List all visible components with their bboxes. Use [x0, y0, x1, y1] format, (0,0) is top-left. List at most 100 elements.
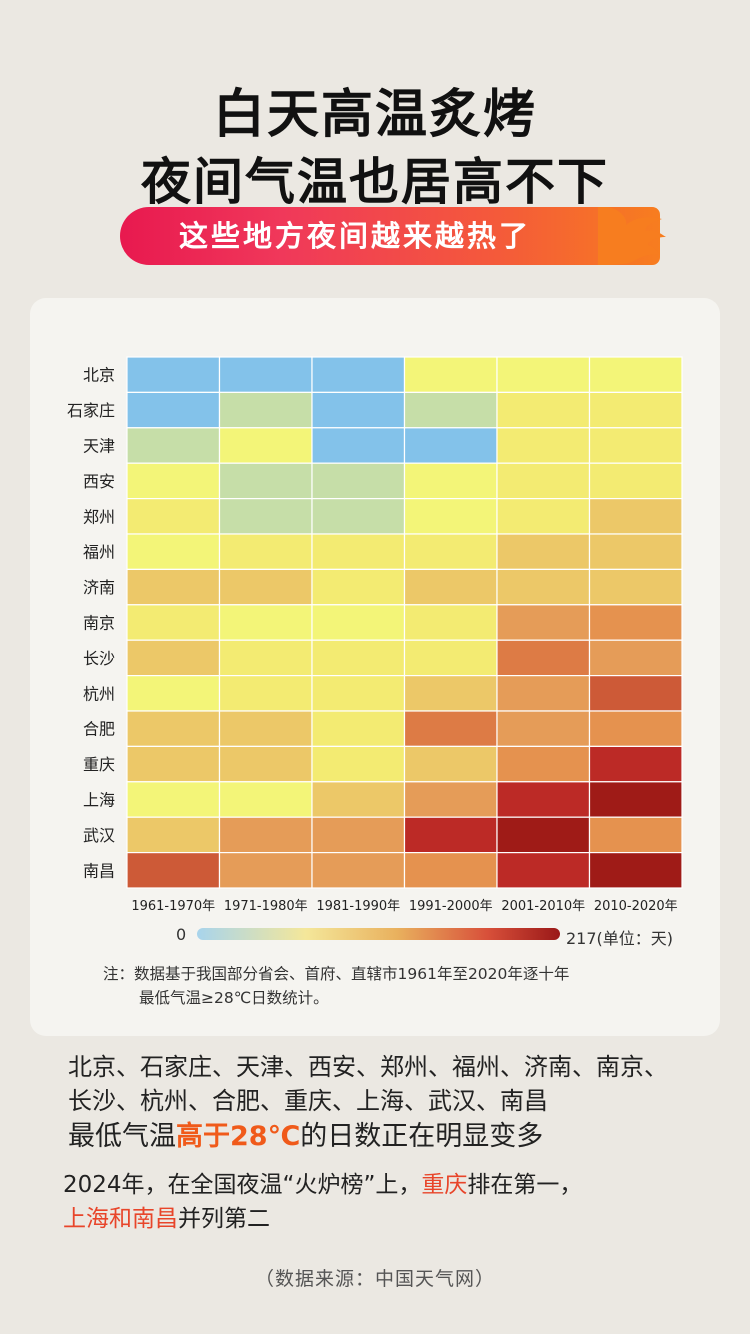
heatmap-cell [403, 604, 498, 641]
ranking-first-city: 重庆 [421, 1172, 468, 1198]
heatmap-cell [311, 356, 406, 394]
legend-min-label: 0 [176, 925, 187, 944]
heatmap-cell [588, 781, 683, 818]
heatmap-cell [218, 427, 313, 464]
main-title-line2: 夜间气温也居高不下 [141, 153, 609, 211]
column-label: 2010-2020年 [594, 899, 678, 914]
heatmap-cell [403, 816, 498, 854]
row-label: 合肥 [83, 720, 115, 739]
heatmap-cell [218, 639, 313, 677]
legend-color-bar [197, 928, 560, 940]
ranking-second-cities: 上海和南昌 [63, 1206, 178, 1232]
heatmap-cell [496, 498, 591, 535]
heatmap-cell [218, 462, 313, 500]
heatmap-cell [218, 604, 313, 641]
heatmap-cell [311, 533, 406, 571]
heatmap-cell [588, 604, 683, 641]
heatmap-cell [403, 851, 498, 889]
heatmap-cell [311, 391, 406, 429]
heatmap-cell [126, 427, 221, 464]
column-label: 1961-1970年 [131, 899, 215, 914]
heatmap-cell [403, 639, 498, 677]
heatmap-cell [403, 356, 498, 394]
chart-note: 注：数据基于我国部分省会、首府、直辖市1961年至2020年逐十年 最低气温≥2… [103, 962, 569, 1010]
heatmap-cell [588, 391, 683, 429]
heatmap-cell [403, 710, 498, 748]
main-title-line1: 白天高温炙烤 [212, 85, 537, 145]
summary-line3-post: 的日数正在明显变多 [300, 1121, 544, 1152]
heatmap-cell [311, 498, 406, 535]
chart-note-line2: 最低气温≥28℃日数统计。 [139, 989, 329, 1007]
heatmap-cell [126, 498, 221, 535]
heatmap-cell [126, 533, 221, 571]
heatmap-cell [126, 745, 221, 783]
column-label: 1981-1990年 [316, 899, 400, 914]
heatmap-cell [311, 816, 406, 854]
column-label: 2001-2010年 [501, 899, 585, 914]
row-label: 武汉 [83, 826, 115, 845]
summary-highlight: 高于28℃ [176, 1121, 301, 1152]
row-label: 福州 [83, 543, 115, 562]
flame-icon [598, 207, 666, 265]
heatmap-cell [311, 674, 406, 712]
heatmap-cell [218, 781, 313, 818]
heatmap-cell [218, 568, 313, 606]
heatmap-cell [126, 462, 221, 500]
heatmap-cell [218, 745, 313, 783]
heatmap-cell [311, 427, 406, 464]
row-label: 天津 [83, 437, 115, 456]
heatmap-cell [218, 674, 313, 712]
heatmap-cell [403, 427, 498, 464]
heatmap-cell [126, 781, 221, 818]
heatmap-cell [403, 498, 498, 535]
heatmap-cell [218, 851, 313, 889]
heatmap-cell [311, 462, 406, 500]
heatmap-cell [126, 674, 221, 712]
row-label: 南昌 [83, 861, 115, 880]
heatmap-cell [403, 462, 498, 500]
heatmap-cell [588, 745, 683, 783]
subtitle-banner: 这些地方夜间越来越热了 [120, 207, 660, 265]
heatmap-cell [588, 710, 683, 748]
heatmap-cell [496, 462, 591, 500]
heatmap-cell [218, 498, 313, 535]
heatmap-cell [311, 604, 406, 641]
heatmap-cell [126, 710, 221, 748]
summary-line3-pre: 最低气温 [68, 1121, 176, 1152]
heatmap-cell [218, 710, 313, 748]
heatmap-cell [126, 391, 221, 429]
heatmap-cell [496, 710, 591, 748]
heatmap-cell [588, 568, 683, 606]
heatmap-cell [403, 568, 498, 606]
heatmap-cell [218, 816, 313, 854]
heatmap-cell [403, 781, 498, 818]
heatmap-cell [496, 568, 591, 606]
heatmap-cell [403, 674, 498, 712]
heatmap-cell [588, 639, 683, 677]
column-label: 1991-2000年 [409, 899, 493, 914]
subtitle-banner-text: 这些地方夜间越来越热了 [178, 219, 531, 253]
heatmap-cell [403, 391, 498, 429]
ranking-fact-mid: 排在第一， [467, 1172, 583, 1198]
row-label: 济南 [83, 578, 115, 597]
heatmap-cell [126, 568, 221, 606]
row-label: 重庆 [83, 755, 115, 774]
heatmap-cell [403, 745, 498, 783]
ranking-fact-line2: 上海和南昌并列第二 [63, 1202, 723, 1236]
heatmap-cell [311, 639, 406, 677]
heatmap-cell [496, 745, 591, 783]
heatmap-cell [311, 710, 406, 748]
heatmap-cell [218, 356, 313, 394]
heatmap-cell [588, 674, 683, 712]
heatmap-cell [588, 498, 683, 535]
summary-line3: 最低气温高于28℃的日数正在明显变多 [68, 1120, 718, 1154]
heatmap-cell [496, 533, 591, 571]
row-label: 郑州 [83, 507, 115, 526]
row-label: 长沙 [83, 649, 115, 668]
heatmap-cell [496, 674, 591, 712]
heatmap-cell [311, 851, 406, 889]
heatmap-cell [588, 462, 683, 500]
heatmap-cell [588, 427, 683, 464]
heatmap-cell [588, 533, 683, 571]
